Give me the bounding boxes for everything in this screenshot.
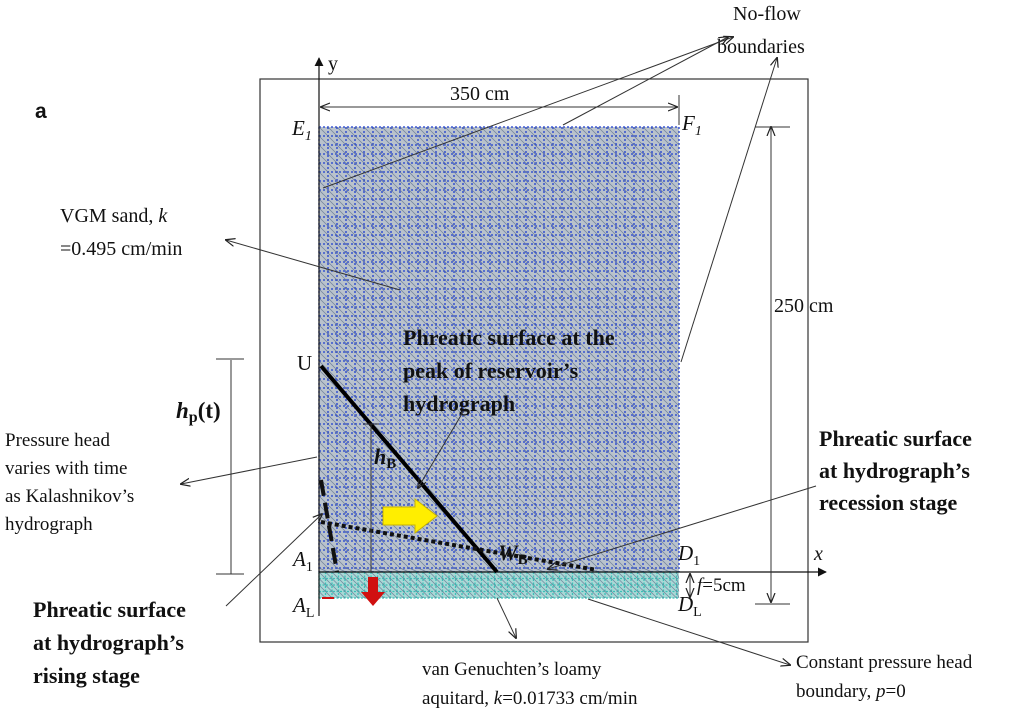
point-U: U <box>297 351 312 375</box>
corner-A1: A1 <box>291 547 313 575</box>
phreatic-surface-recession <box>320 520 598 572</box>
no-flow-label-line2: boundaries <box>717 36 805 58</box>
no-flow-arrow-3 <box>680 58 777 363</box>
peak-pointer <box>418 411 464 488</box>
pressure-label-line2: varies with time <box>5 458 127 479</box>
outer-frame <box>259 78 809 643</box>
y-axis-label: y <box>328 53 338 75</box>
constant-head-pointer <box>587 598 790 665</box>
corner-E1: E1 <box>291 116 312 144</box>
drainage-arrow <box>361 577 385 606</box>
aquitard-pointer <box>496 597 516 638</box>
peak-label-line1: Phreatic surface at the <box>403 325 615 350</box>
recession-label-line2: at hydrograph’s <box>819 458 970 483</box>
WB-label: WB <box>498 540 528 568</box>
pressure-label-line1: Pressure head <box>5 430 110 451</box>
phreatic-surface-peak <box>319 364 499 574</box>
sand-label-line1: VGM sand, k <box>60 205 168 227</box>
corner-F1: F1 <box>681 111 702 139</box>
height-dimension-label: 250 cm <box>774 295 834 317</box>
flow-direction-arrow <box>382 497 438 535</box>
recession-label-line1: Phreatic surface <box>819 426 972 451</box>
corner-D1: D1 <box>677 541 700 569</box>
recession-label-line3: recession stage <box>819 490 958 515</box>
rising-label-line1: Phreatic surface <box>33 597 186 622</box>
no-flow-label-line1: No-flow <box>733 3 801 25</box>
constant-head-label-line1: Constant pressure head <box>796 652 973 673</box>
rising-label-line2: at hydrograph’s <box>33 630 184 655</box>
corner-DL: DL <box>677 592 702 620</box>
pressure-label-line3: as Kalashnikov’s <box>5 486 134 507</box>
aquitard-thickness-label: f=5cm <box>697 575 746 596</box>
corner-AL: AL <box>291 593 314 621</box>
rising-label-line3: rising stage <box>33 663 140 688</box>
hp-label: hp(t) <box>176 398 221 426</box>
phreatic-surface-rising <box>319 479 339 573</box>
pressure-pointer <box>181 456 318 484</box>
aquitard-label-line2: aquitard, k=0.01733 cm/min <box>422 688 638 709</box>
sand-mesh <box>318 126 680 573</box>
recession-pointer <box>548 485 817 569</box>
constant-head-label-line2: boundary, p=0 <box>796 681 906 702</box>
no-flow-arrow-1 <box>322 37 733 189</box>
sand-label-line2: =0.495 cm/min <box>60 238 182 260</box>
aquitard-label-line1: van Genuchten’s loamy <box>422 659 602 680</box>
panel-label: a <box>35 100 47 123</box>
peak-label-line3: hydrograph <box>403 391 515 416</box>
rising-pointer <box>225 514 322 607</box>
no-flow-arrow-2 <box>562 37 728 126</box>
x-axis-label: x <box>813 543 823 565</box>
width-dimension-label: 350 cm <box>450 83 510 105</box>
sand-pointer <box>226 240 401 291</box>
sand-domain <box>319 127 679 572</box>
hB-label: hB <box>374 444 396 472</box>
peak-label-line2: peak of reservoir’s <box>403 358 579 383</box>
pressure-label-line4: hydrograph <box>5 514 93 535</box>
